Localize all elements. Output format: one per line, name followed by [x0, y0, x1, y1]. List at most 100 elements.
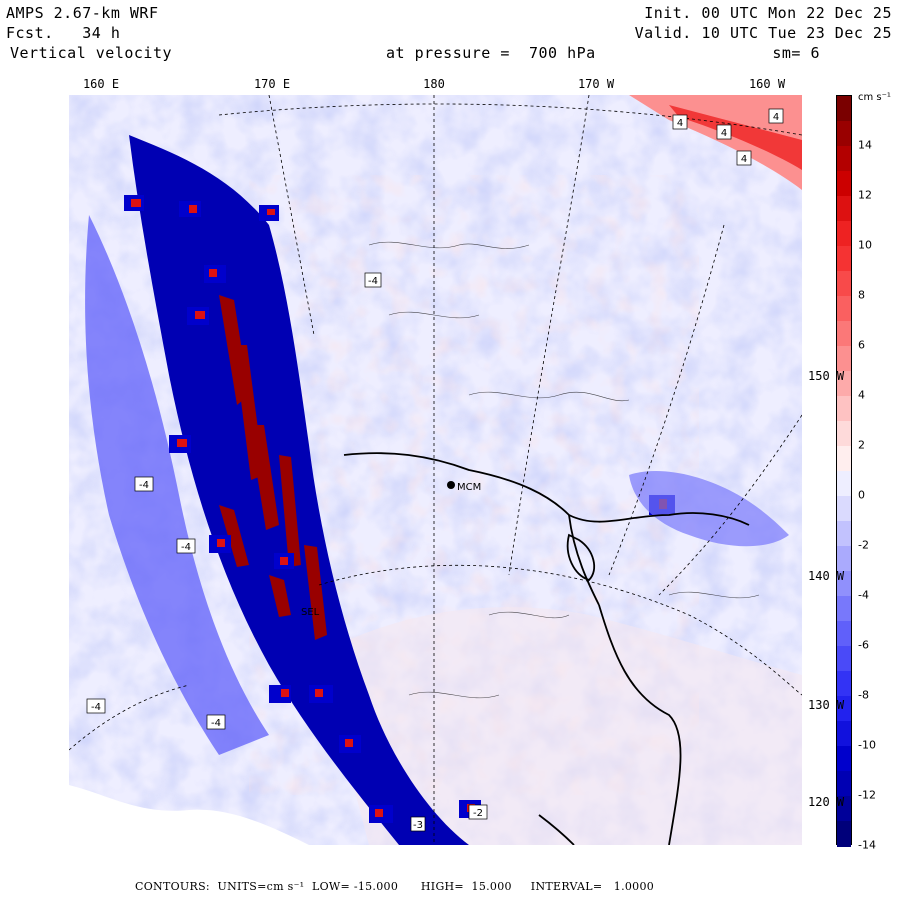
contour-label: -4	[86, 698, 106, 714]
colorbar-tick-label: 8	[858, 288, 865, 302]
contour-label: 4	[736, 150, 752, 166]
colorbar-segment	[837, 421, 851, 447]
colorbar-segment	[837, 796, 851, 822]
forecast-hour: Fcst. 34 h	[6, 24, 121, 42]
colorbar-segment	[837, 696, 851, 722]
contour-label: -4	[134, 476, 154, 492]
smoothing: sm= 6	[772, 44, 820, 62]
mountain-descent-band	[129, 135, 469, 845]
svg-text:-4: -4	[139, 480, 149, 491]
colorbar-tick-label: 12	[858, 188, 872, 202]
lat-label-130w: 130 W	[808, 698, 845, 712]
colorbar-tick-label: 4	[858, 388, 865, 402]
lon-label-180: 180	[423, 77, 445, 91]
colorbar-tick-label: -12	[858, 788, 876, 802]
ascent-streaks	[219, 295, 327, 640]
contour-label: 4	[672, 114, 688, 130]
mcmurdo-station-marker	[447, 481, 455, 489]
mcmurdo-label: MCM	[457, 482, 481, 493]
lon-label-170w: 170 W	[577, 77, 615, 91]
colorbar-segment	[837, 296, 851, 322]
colorbar-tick-label: -6	[858, 638, 869, 652]
svg-text:4: 4	[721, 128, 727, 139]
colorbar-segment	[837, 521, 851, 547]
lat-label-150w: 150 W	[808, 369, 845, 383]
colorbar-segment	[837, 471, 851, 497]
colorbar-segment	[837, 96, 851, 122]
init-time: Init. 00 UTC Mon 22 Dec 25	[644, 4, 892, 22]
colorbar-segment	[837, 446, 851, 472]
colorbar-tick-label: -14	[858, 838, 876, 852]
colorbar-tick-label: -4	[858, 588, 869, 602]
ice-shelf-shade	[319, 607, 802, 845]
colorbar-tick-label: 0	[858, 488, 865, 502]
contour-label: -4	[364, 272, 382, 288]
contour-info-footer: CONTOURS: UNITS=cm s⁻¹ LOW= -15.000 HIGH…	[135, 880, 655, 893]
colorbar-segment	[837, 146, 851, 172]
colorbar-segment	[837, 246, 851, 272]
graticule	[69, 95, 802, 845]
lat-label-140w: 140 W	[808, 569, 845, 583]
svg-text:-4: -4	[211, 718, 221, 729]
colorbar-tick-label: -8	[858, 688, 869, 702]
lon-label-170e: 170 E	[253, 77, 291, 91]
svg-text:4: 4	[741, 154, 747, 165]
colorbar-tick-label: -10	[858, 738, 876, 752]
upper-right-core	[669, 105, 802, 170]
svg-text:-2: -2	[473, 808, 483, 819]
colorbar-segment	[837, 596, 851, 622]
colorbar-segment	[837, 196, 851, 222]
contour-label: -4	[206, 714, 226, 730]
colorbar-segment	[837, 746, 851, 772]
colorbar	[836, 95, 852, 847]
pressure-level: at pressure = 700 hPa	[386, 44, 596, 62]
colorbar-segment	[837, 171, 851, 197]
colorbar-segment	[837, 546, 851, 572]
colorbar-segment	[837, 371, 851, 397]
colorbar-segment	[837, 321, 851, 347]
colorbar-segment	[837, 121, 851, 147]
upper-right-positive-band	[629, 95, 802, 190]
sel-label: SEL	[301, 607, 320, 618]
svg-text:4: 4	[773, 112, 779, 123]
descent-halo	[85, 215, 269, 755]
colorbar-tick-label: -2	[858, 538, 869, 552]
lon-label-160w: 160 W	[748, 77, 786, 91]
contour-label: 4	[716, 124, 732, 140]
colorbar-segment	[837, 396, 851, 422]
colorbar-segment	[837, 571, 851, 597]
model-title: AMPS 2.67-km WRF	[6, 4, 159, 22]
colorbar-segment	[837, 621, 851, 647]
colorbar-segment	[837, 221, 851, 247]
svg-text:-3: -3	[413, 820, 423, 831]
contour-lines	[368, 241, 760, 699]
colorbar-segment	[837, 821, 851, 847]
contour-label: -3	[410, 816, 426, 832]
lon-label-160e: 160 E	[82, 77, 120, 91]
colorbar-segment	[837, 671, 851, 697]
colorbar-segment	[837, 346, 851, 372]
valid-time: Valid. 10 UTC Tue 23 Dec 25	[634, 24, 892, 42]
field-name: Vertical velocity	[10, 44, 173, 62]
lat-label-120w: 120 W	[808, 795, 845, 809]
svg-text:4: 4	[677, 118, 683, 129]
colorbar-segment	[837, 271, 851, 297]
contour-label-boxes: 4 4 4 4 -4 -4 -4 -4 -4 -2 -3	[86, 108, 784, 832]
vertical-velocity-map: MCM SEL 4 4 4 4 -4 -4 -4 -4 -4 -2 -3	[69, 95, 802, 845]
colorbar-tick-label: 6	[858, 338, 865, 352]
contour-label: -4	[176, 538, 196, 554]
colorbar-tick-label: 10	[858, 238, 872, 252]
contour-label: 4	[768, 108, 784, 124]
colorbar-tick-label: 14	[858, 138, 872, 152]
svg-text:-4: -4	[368, 276, 378, 287]
colorbar-segment	[837, 646, 851, 672]
coastline	[343, 452, 750, 845]
colorbar-units: cm s⁻¹	[858, 92, 891, 103]
eastern-cluster	[629, 470, 789, 547]
colorbar-tick-label: 2	[858, 438, 865, 452]
colorbar-segment	[837, 771, 851, 797]
missing-data-area	[69, 785, 309, 845]
colorbar-segment	[837, 721, 851, 747]
svg-text:-4: -4	[91, 702, 101, 713]
svg-text:-4: -4	[181, 542, 191, 553]
